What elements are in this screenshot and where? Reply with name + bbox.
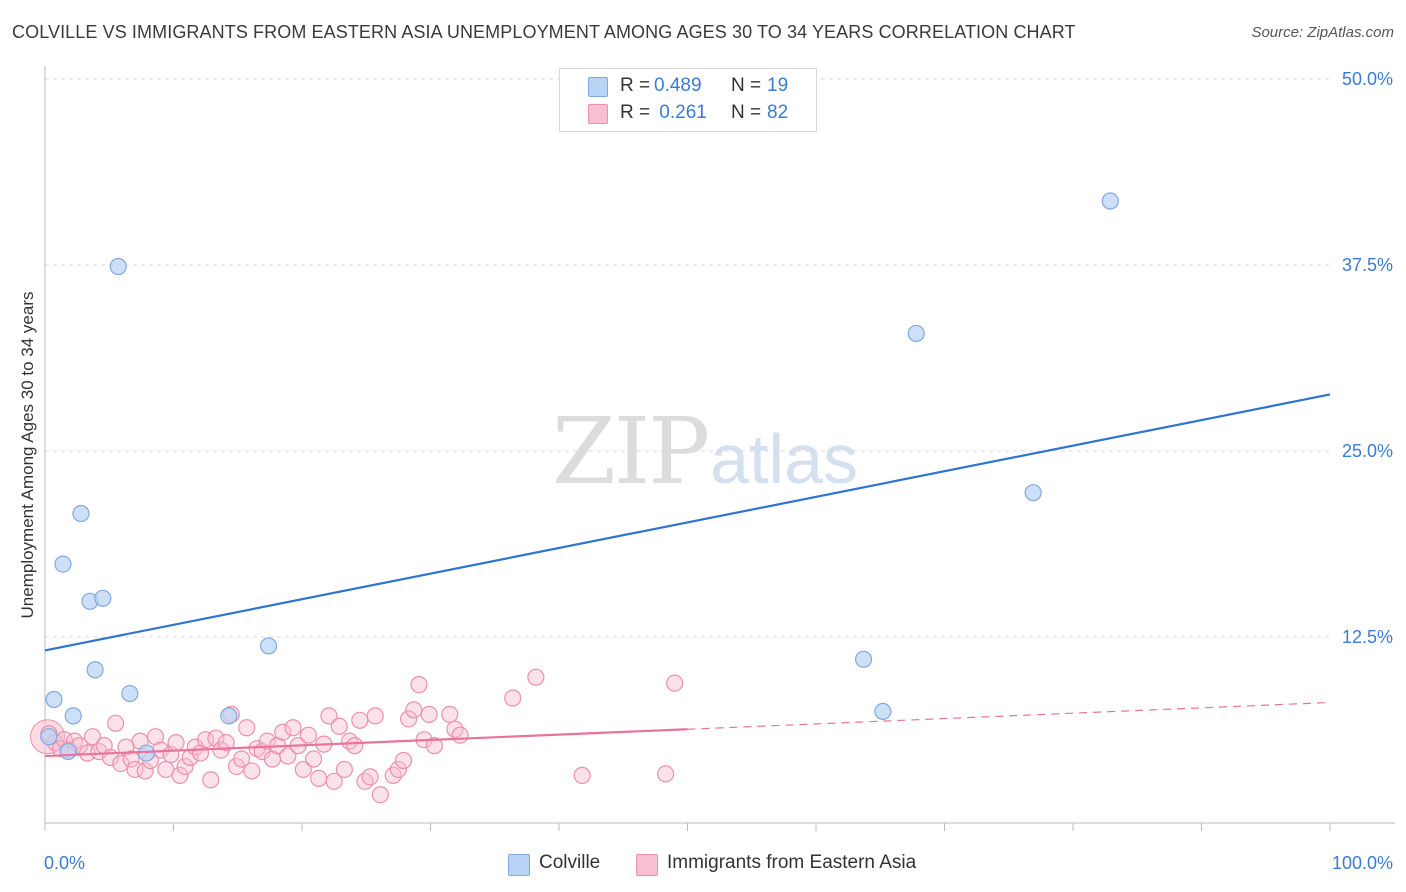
data-point <box>854 650 873 668</box>
data-point <box>351 711 369 729</box>
data-point <box>54 555 72 573</box>
legend-r-label: R = <box>620 102 651 123</box>
series-swatch-immigrants <box>636 854 658 876</box>
legend-row-immigrants: R = 0.261 N = 82 <box>560 100 816 128</box>
data-point <box>394 751 413 770</box>
data-point <box>1024 484 1042 502</box>
data-point <box>259 637 278 655</box>
data-point <box>86 661 104 679</box>
data-point <box>441 705 459 723</box>
series-label-colville: Colville <box>539 852 601 873</box>
trend-line-colville <box>44 393 1331 652</box>
data-point <box>274 723 292 741</box>
data-point <box>361 768 379 786</box>
data-point <box>299 726 318 744</box>
data-point <box>171 766 189 784</box>
data-point <box>907 324 925 343</box>
data-point <box>874 702 892 721</box>
legend-n-value: 19 <box>767 75 789 96</box>
legend-r-label: R = <box>620 75 651 96</box>
data-point <box>666 674 684 692</box>
data-point <box>122 750 140 768</box>
data-point <box>366 707 384 725</box>
data-point <box>1101 192 1119 210</box>
legend-r-value: 0.261 <box>654 102 707 123</box>
data-point <box>504 689 522 707</box>
data-point <box>136 762 154 780</box>
data-point <box>451 726 469 744</box>
y-tick-label: 12.5% <box>1342 627 1393 647</box>
data-point <box>410 676 428 694</box>
source-label: Source: ZipAtlas.com <box>1251 24 1394 41</box>
data-point <box>45 690 63 709</box>
data-point <box>284 719 302 737</box>
data-point <box>233 750 251 768</box>
series-immigrants-points <box>30 668 684 804</box>
series-colville-points <box>40 192 1119 762</box>
y-axis-label: Unemployment Among Ages 30 to 34 years <box>18 291 37 619</box>
correlation-legend: R = 0.489 N = 19 R = 0.261 N = 82 <box>559 68 817 132</box>
legend-n-value: 82 <box>767 102 789 123</box>
data-point <box>346 737 364 755</box>
legend-row-colville: R = 0.489 N = 19 <box>560 73 816 101</box>
legend-r-value: 0.489 <box>654 75 702 96</box>
trend-line-immigrants-projection <box>687 701 1331 730</box>
data-point <box>371 786 389 804</box>
data-point <box>167 734 185 752</box>
data-point <box>325 772 343 790</box>
data-point <box>217 734 235 752</box>
data-point <box>238 719 256 737</box>
y-tick-label: 25.0% <box>1342 441 1393 461</box>
data-point <box>420 705 438 723</box>
data-point <box>202 771 220 789</box>
x-tick-label: 100.0% <box>1332 853 1393 873</box>
data-point <box>320 707 338 725</box>
series-label-immigrants: Immigrants from Eastern Asia <box>667 852 917 873</box>
data-point <box>405 701 423 719</box>
data-point <box>657 765 675 783</box>
data-point <box>176 757 194 776</box>
data-point <box>107 714 125 732</box>
data-point <box>527 668 545 686</box>
data-point <box>59 742 77 761</box>
legend-swatch-colville <box>588 77 608 97</box>
data-point <box>425 737 443 755</box>
data-point <box>220 707 238 725</box>
data-point <box>400 710 418 728</box>
data-point <box>294 760 312 779</box>
data-point <box>121 684 139 703</box>
data-point <box>304 750 323 768</box>
data-point <box>258 732 276 750</box>
x-tick-label: 0.0% <box>44 853 85 873</box>
data-point <box>310 769 328 787</box>
data-point <box>72 504 90 523</box>
data-point <box>279 747 297 765</box>
y-tick-label: 37.5% <box>1342 255 1393 275</box>
legend-n-label: N = <box>731 102 762 123</box>
legend-n-label: N = <box>731 75 762 96</box>
data-point <box>40 728 58 746</box>
data-point <box>389 760 407 779</box>
trend-line-immigrants <box>44 728 688 758</box>
legend-swatch-immigrants <box>588 104 608 124</box>
data-point <box>330 717 348 735</box>
data-point <box>243 762 261 780</box>
chart-title: COLVILLE VS IMMIGRANTS FROM EASTERN ASIA… <box>12 22 1076 42</box>
data-point <box>109 257 127 276</box>
data-point <box>335 760 354 779</box>
data-point <box>64 707 82 725</box>
data-point <box>573 766 591 784</box>
series-legend: Colville Immigrants from Eastern Asia <box>0 852 1406 878</box>
y-tick-label: 50.0% <box>1342 69 1393 89</box>
series-swatch-colville <box>508 854 530 876</box>
data-point <box>94 589 112 607</box>
data-point <box>83 728 102 746</box>
